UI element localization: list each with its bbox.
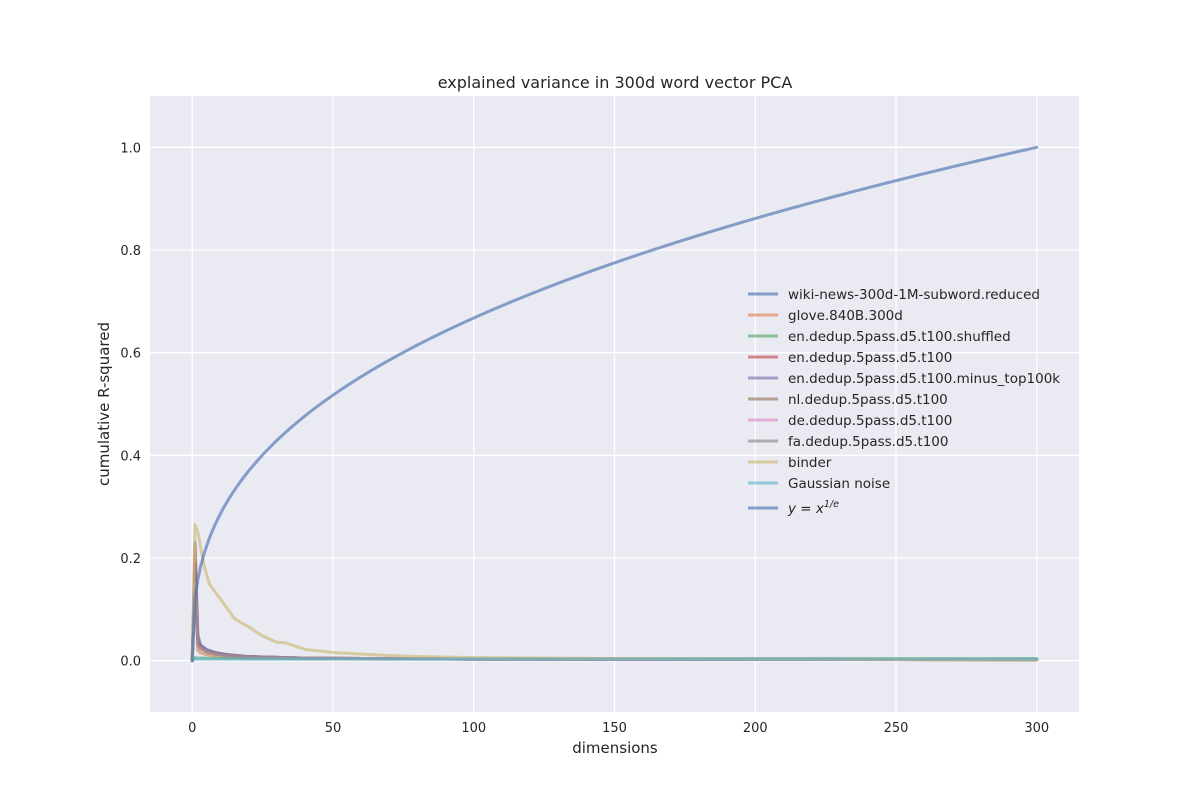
x-tick-label: 100 xyxy=(461,721,486,736)
x-tick-label: 150 xyxy=(602,721,627,736)
legend-label: y = x1/e xyxy=(787,499,839,517)
y-tick-label: 0.0 xyxy=(120,655,141,670)
y-tick-label: 0.6 xyxy=(120,347,141,362)
chart-title: explained variance in 300d word vector P… xyxy=(438,73,793,92)
legend-label: fa.dedup.5pass.d5.t100 xyxy=(788,434,948,450)
x-tick-label: 50 xyxy=(325,721,342,736)
y-axis-label: cumulative R-squared xyxy=(95,322,113,486)
legend-label: en.dedup.5pass.d5.t100 xyxy=(788,350,952,366)
x-tick-label: 200 xyxy=(743,721,768,736)
x-tick-label: 300 xyxy=(1024,721,1049,736)
series-line-binder xyxy=(190,523,1039,663)
grid xyxy=(150,96,1079,712)
x-axis-label: dimensions xyxy=(572,739,658,757)
series-line-power-curve xyxy=(190,145,1039,663)
x-tick-label: 0 xyxy=(188,721,196,736)
legend-label: nl.dedup.5pass.d5.t100 xyxy=(788,392,948,408)
legend-label: en.dedup.5pass.d5.t100.minus_top100k xyxy=(788,371,1060,387)
legend-label: Gaussian noise xyxy=(788,476,890,492)
legend-label: en.dedup.5pass.d5.t100.shuffled xyxy=(788,329,1011,345)
legend-label: glove.840B.300d xyxy=(788,308,903,324)
legend-label: binder xyxy=(788,455,832,471)
legend-label: de.dedup.5pass.d5.t100 xyxy=(788,413,952,429)
x-tick-label: 250 xyxy=(884,721,909,736)
x-ticks: 0 50 100 150 200 250 300 xyxy=(188,721,1049,736)
y-tick-label: 0.2 xyxy=(120,552,141,567)
series-line-gaussian-noise xyxy=(190,657,1039,661)
series-layer xyxy=(190,145,1039,663)
y-tick-label: 1.0 xyxy=(120,141,141,156)
y-tick-label: 0.4 xyxy=(120,449,141,464)
legend: wiki-news-300d-1M-subword.reduced glove.8… xyxy=(748,287,1060,517)
y-tick-label: 0.8 xyxy=(120,244,141,259)
y-ticks: 0.0 0.2 0.4 0.6 0.8 1.0 xyxy=(120,141,141,669)
legend-label: wiki-news-300d-1M-subword.reduced xyxy=(788,287,1040,303)
